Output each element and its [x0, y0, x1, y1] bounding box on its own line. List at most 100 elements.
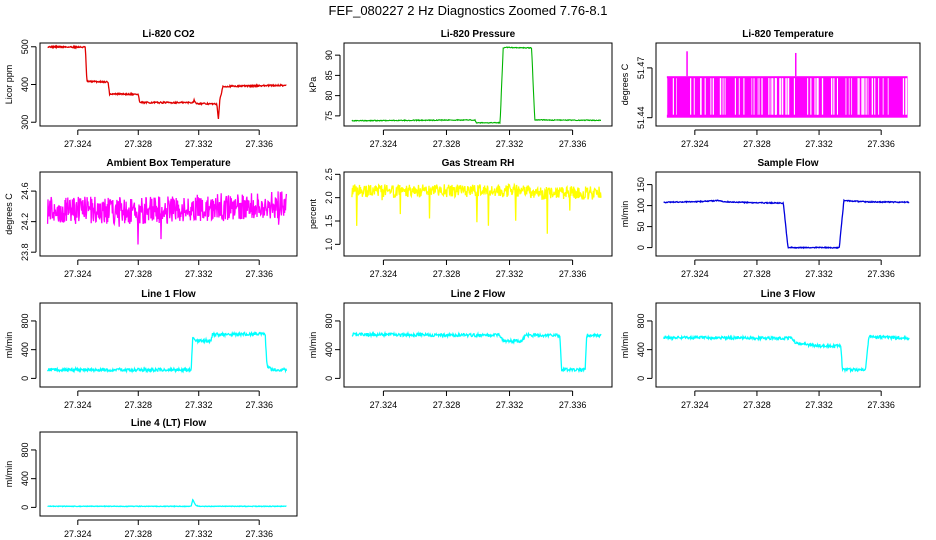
data-series-line [351, 46, 601, 125]
x-tick-label: 27.332 [496, 400, 524, 410]
data-series-line [663, 198, 910, 250]
x-tick-label: 27.328 [743, 400, 771, 410]
data-series-line [47, 498, 287, 508]
y-axis-label: ml/min [620, 201, 630, 228]
x-tick-label: 27.336 [867, 269, 895, 279]
y-axis-label: ml/min [620, 332, 630, 359]
x-tick-label: 27.336 [867, 400, 895, 410]
x-tick-label: 27.332 [185, 529, 213, 539]
panel-title: Line 2 Flow [451, 289, 506, 300]
panel-title: Ambient Box Temperature [106, 158, 231, 169]
y-tick-label: 0 [636, 376, 646, 381]
data-series-line [663, 334, 910, 374]
plot-frame [343, 302, 613, 388]
x-tick-label: 27.332 [185, 139, 213, 149]
chart-panel: Ambient Box Temperature degrees C 27.324 27… [4, 158, 298, 279]
x-tick-label: 27.324 [681, 139, 709, 149]
data-series-line [351, 330, 602, 374]
x-tick-label: 27.332 [805, 269, 833, 279]
panel-title: Line 1 Flow [141, 289, 196, 300]
x-tick-label: 27.328 [124, 269, 152, 279]
data-series-line [46, 330, 288, 374]
y-axis-label: percent [308, 198, 318, 229]
x-tick-label: 27.324 [370, 269, 398, 279]
plot-frame [39, 431, 298, 517]
y-tick-label: 400 [324, 342, 334, 357]
x-tick-label: 27.324 [64, 139, 92, 149]
panel-title: Gas Stream RH [442, 158, 515, 169]
figure-title: FEF_080227 2 Hz Diagnostics Zoomed 7.76-… [329, 3, 608, 18]
y-tick-label: 80 [324, 91, 334, 101]
x-tick-label: 27.328 [433, 400, 461, 410]
x-tick-label: 27.328 [743, 269, 771, 279]
x-tick-label: 27.336 [559, 139, 587, 149]
x-tick-label: 27.324 [681, 269, 709, 279]
chart-panel: Line 2 Flow ml/min 27.324 27.328 27.332 27.33… [308, 289, 613, 410]
y-axis-label: degrees C [620, 63, 630, 105]
panel-title: Sample Flow [757, 158, 818, 169]
x-tick-label: 27.336 [559, 269, 587, 279]
plot-frame [655, 42, 921, 127]
x-tick-label: 27.332 [805, 139, 833, 149]
x-tick-label: 27.336 [867, 139, 895, 149]
y-tick-label: 800 [324, 313, 334, 328]
y-tick-label: 90 [324, 50, 334, 60]
y-tick-label: 0 [20, 376, 30, 381]
y-tick-label: 800 [636, 313, 646, 328]
panel-title: Li-820 CO2 [142, 29, 195, 40]
plot-frame [39, 302, 298, 388]
chart-panel: Line 4 (LT) Flow ml/min 27.324 27.328 27.332… [4, 418, 298, 539]
y-tick-label: 51.47 [636, 57, 646, 80]
y-tick-label: 150 [636, 177, 646, 192]
chart-panel: Sample Flow ml/min 27.324 27.328 27.332 27.33… [620, 158, 921, 279]
panel-title: Line 4 (LT) Flow [131, 418, 207, 429]
y-axis-label: Licor ppm [4, 65, 14, 105]
y-axis-label: kPa [308, 77, 318, 93]
x-tick-label: 27.324 [370, 400, 398, 410]
y-tick-label: 800 [20, 442, 30, 457]
x-tick-label: 27.332 [805, 400, 833, 410]
plot-frame [655, 171, 921, 257]
y-tick-label: 1.5 [324, 215, 334, 228]
chart-panel: Li-820 CO2 Licor ppm 27.324 27.328 27.332 27.… [4, 29, 298, 149]
x-tick-label: 27.328 [124, 529, 152, 539]
panel-title: Li-820 Pressure [441, 29, 516, 40]
y-tick-label: 24.2 [20, 213, 30, 231]
y-tick-label: 500 [20, 39, 30, 54]
x-tick-label: 27.328 [433, 139, 461, 149]
x-tick-label: 27.336 [245, 139, 273, 149]
plot-frame [39, 171, 298, 257]
y-tick-label: 400 [20, 471, 30, 486]
x-tick-label: 27.324 [681, 400, 709, 410]
x-tick-label: 27.336 [245, 529, 273, 539]
y-tick-label: 2.5 [324, 168, 334, 181]
panel-title: Li-820 Temperature [742, 29, 834, 40]
plot-frame [343, 171, 613, 257]
chart-panel: Line 3 Flow ml/min 27.324 27.328 27.332 27.33… [620, 289, 921, 410]
y-tick-label: 0 [324, 376, 334, 381]
x-tick-label: 27.324 [64, 529, 92, 539]
y-tick-label: 100 [636, 198, 646, 213]
y-tick-label: 24.6 [20, 182, 30, 200]
plot-frame [655, 302, 921, 388]
y-axis-label: ml/min [4, 461, 14, 488]
y-tick-label: 300 [20, 115, 30, 130]
x-tick-label: 27.328 [433, 269, 461, 279]
data-band [666, 76, 908, 118]
x-tick-label: 27.324 [64, 400, 92, 410]
data-series-line [46, 191, 288, 245]
x-tick-label: 27.324 [64, 269, 92, 279]
y-tick-label: 800 [20, 313, 30, 328]
x-tick-label: 27.332 [185, 269, 213, 279]
x-tick-label: 27.336 [245, 269, 273, 279]
y-axis-label: degrees C [4, 193, 14, 235]
chart-panel: Li-820 Pressure kPa 27.324 27.328 27.332 27.3… [308, 29, 613, 149]
plot-frame [343, 42, 613, 127]
y-axis-label: ml/min [308, 332, 318, 359]
y-tick-label: 50 [636, 222, 646, 232]
x-tick-label: 27.324 [370, 139, 398, 149]
panel-title: Line 3 Flow [761, 289, 816, 300]
x-tick-label: 27.328 [124, 400, 152, 410]
y-tick-label: 51.44 [636, 106, 646, 129]
